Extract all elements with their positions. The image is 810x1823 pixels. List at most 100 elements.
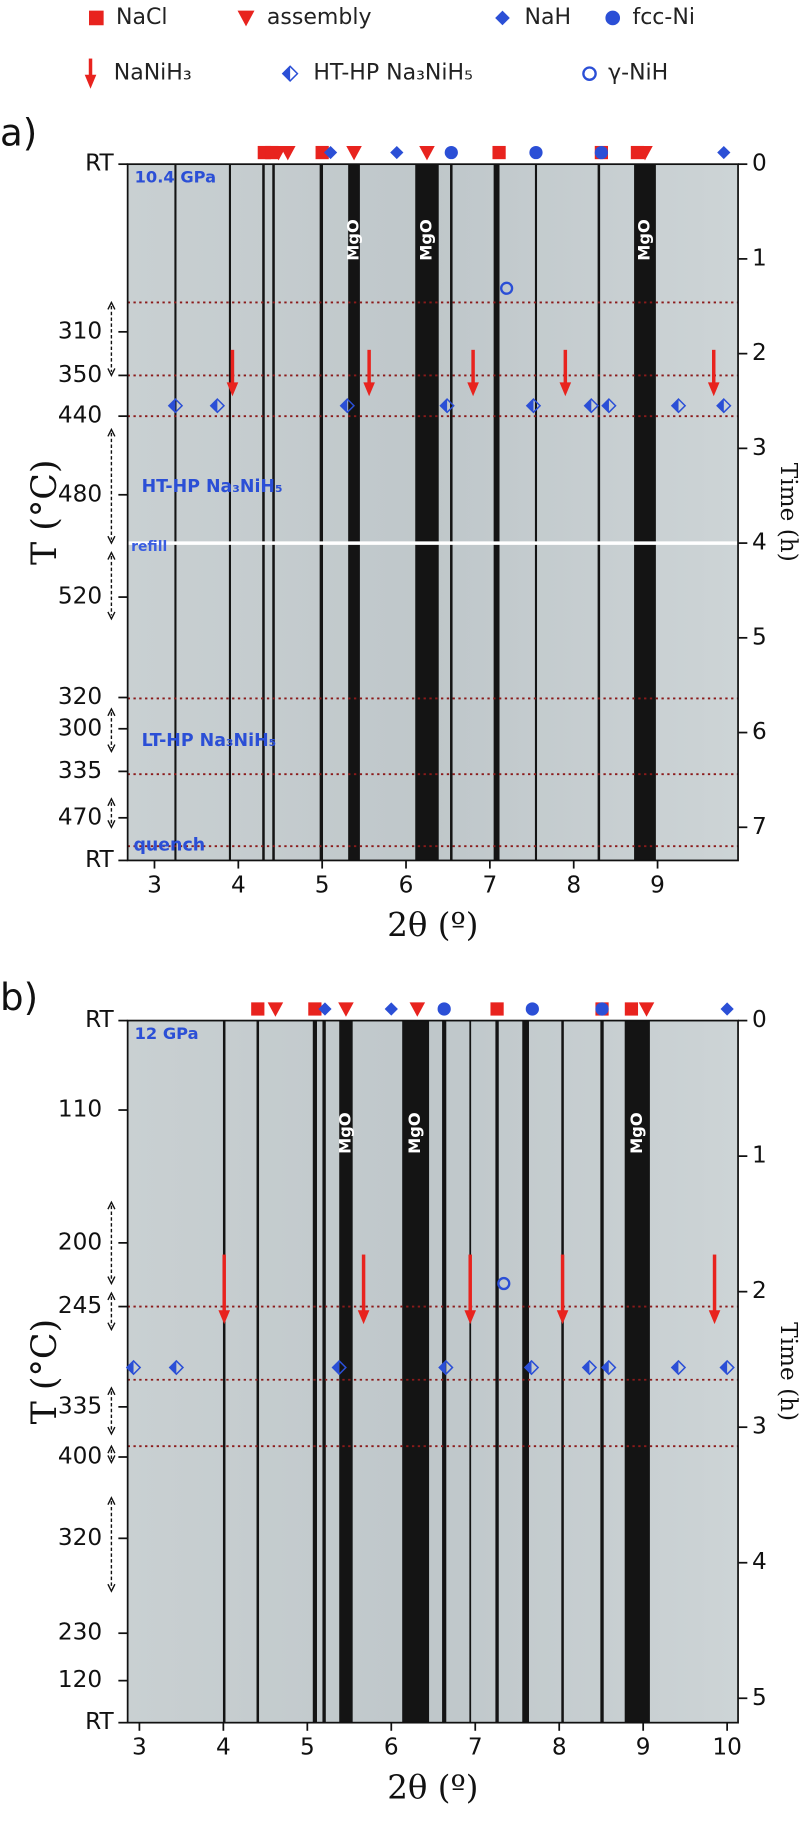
diamond-half	[340, 399, 348, 413]
diamond-outline	[670, 398, 687, 414]
triangle	[237, 10, 255, 27]
y-tick-label: 120	[58, 1666, 102, 1693]
y2-axis-label: Time (h)	[775, 1322, 802, 1421]
legend-label: assembly	[267, 5, 372, 30]
diamond-outline	[168, 1359, 185, 1376]
diamond-outline	[523, 1359, 540, 1376]
y2-tick-label: 5	[752, 623, 767, 650]
diamond	[495, 10, 510, 26]
y-tick-label: RT	[85, 1708, 114, 1735]
arrow-head	[707, 382, 720, 397]
arrow-head	[467, 382, 479, 397]
diamond-marker	[495, 10, 510, 26]
diffraction-line	[415, 164, 439, 861]
square-marker	[492, 145, 506, 160]
square-marker	[251, 1002, 265, 1016]
diamond-marker	[323, 145, 338, 160]
square	[490, 1002, 504, 1016]
diamond-marker	[720, 1002, 734, 1016]
diffraction-line	[256, 1020, 260, 1723]
y-axis-label: T (°C)	[25, 1319, 65, 1424]
halfdiamond-marker	[523, 1359, 540, 1376]
legend-label: HT-HP Na₃NiH₅	[313, 61, 473, 86]
annotation: LT-HP Na₃NiH₅	[142, 731, 277, 751]
triangle	[419, 145, 435, 161]
diamond-outline	[209, 398, 226, 414]
halfdiamond-marker	[167, 398, 184, 414]
diamond-outline	[583, 398, 600, 414]
legend-label: NaNiH₃	[114, 61, 192, 86]
diamond-half	[169, 1360, 177, 1375]
diamond-marker	[384, 1002, 398, 1016]
annotation: HT-HP Na₃NiH₅	[142, 477, 283, 497]
diffraction-line	[312, 1020, 317, 1723]
y-tick-label: RT	[85, 846, 114, 873]
diamond-outline	[716, 398, 732, 414]
x-tick-label: 5	[315, 871, 330, 898]
triangle-marker	[409, 1002, 426, 1017]
arrow-marker	[218, 1254, 231, 1325]
y-tick-label: 245	[58, 1292, 102, 1319]
diffraction-line	[600, 1020, 604, 1723]
y2-tick-label: 4	[752, 529, 767, 556]
x-tick-label: 6	[384, 1734, 399, 1761]
halfdiamond-marker	[581, 1359, 598, 1376]
x-tick-label: 4	[231, 871, 246, 898]
circle-marker	[529, 145, 543, 160]
y-tick-label: 110	[58, 1096, 102, 1123]
diamond-outline	[581, 1359, 598, 1376]
mgo-label: MgO	[416, 219, 435, 261]
square	[315, 145, 329, 160]
triangle-marker	[280, 145, 296, 161]
diamond-half	[282, 66, 291, 81]
mgo-label: MgO	[335, 1112, 354, 1154]
halfdiamond-marker	[168, 1359, 185, 1376]
diamond-half	[168, 399, 176, 413]
ramp-head	[107, 551, 116, 621]
diamond-half	[602, 1360, 609, 1375]
y-tick-label: 400	[58, 1443, 102, 1470]
diamond-half	[332, 1360, 340, 1375]
diffraction-line	[450, 164, 453, 861]
x-tick-label: 8	[552, 1734, 567, 1761]
y2-tick-label: 7	[752, 813, 767, 840]
diffraction-line	[624, 1020, 650, 1723]
diamond-half	[210, 399, 218, 413]
halfdiamond-marker	[439, 398, 455, 414]
x-tick-label: 7	[482, 871, 497, 898]
diffraction-line	[597, 164, 601, 861]
y2-tick-label: 4	[752, 1548, 767, 1575]
y-tick-label: 335	[58, 1392, 102, 1419]
y2-tick-label: 3	[752, 1413, 767, 1440]
triangle-marker	[346, 145, 362, 161]
diamond	[323, 145, 338, 160]
y-tick-label: 200	[58, 1228, 102, 1255]
x-tick-label: 5	[300, 1734, 315, 1761]
y-tick-label: 470	[58, 803, 102, 830]
diamond-half	[602, 399, 609, 413]
diamond-outline	[601, 398, 617, 414]
circle-marker	[595, 1002, 609, 1016]
arrow-marker	[707, 349, 720, 397]
square	[89, 10, 104, 26]
y2-tick-label: 1	[752, 244, 767, 271]
arrow-head	[559, 382, 572, 397]
circle-marker	[525, 1002, 539, 1016]
open-circle	[582, 66, 597, 81]
diffraction-line	[222, 1020, 226, 1723]
x-tick-label: 3	[147, 871, 162, 898]
arrow-head	[363, 382, 375, 397]
triangle-marker	[638, 1002, 655, 1017]
legend-label: NaCl	[116, 5, 168, 30]
square-marker	[308, 1002, 322, 1016]
diamond	[720, 1002, 734, 1016]
arrow-head	[708, 1310, 721, 1325]
halfdiamond-marker	[281, 65, 299, 83]
halfdiamond-marker	[716, 398, 732, 414]
arrow-marker	[559, 349, 572, 397]
triangle-marker	[419, 145, 435, 161]
legend-label: fcc-Ni	[632, 5, 695, 30]
arrow-head	[218, 1310, 231, 1325]
y-tick-label: 335	[58, 757, 102, 784]
